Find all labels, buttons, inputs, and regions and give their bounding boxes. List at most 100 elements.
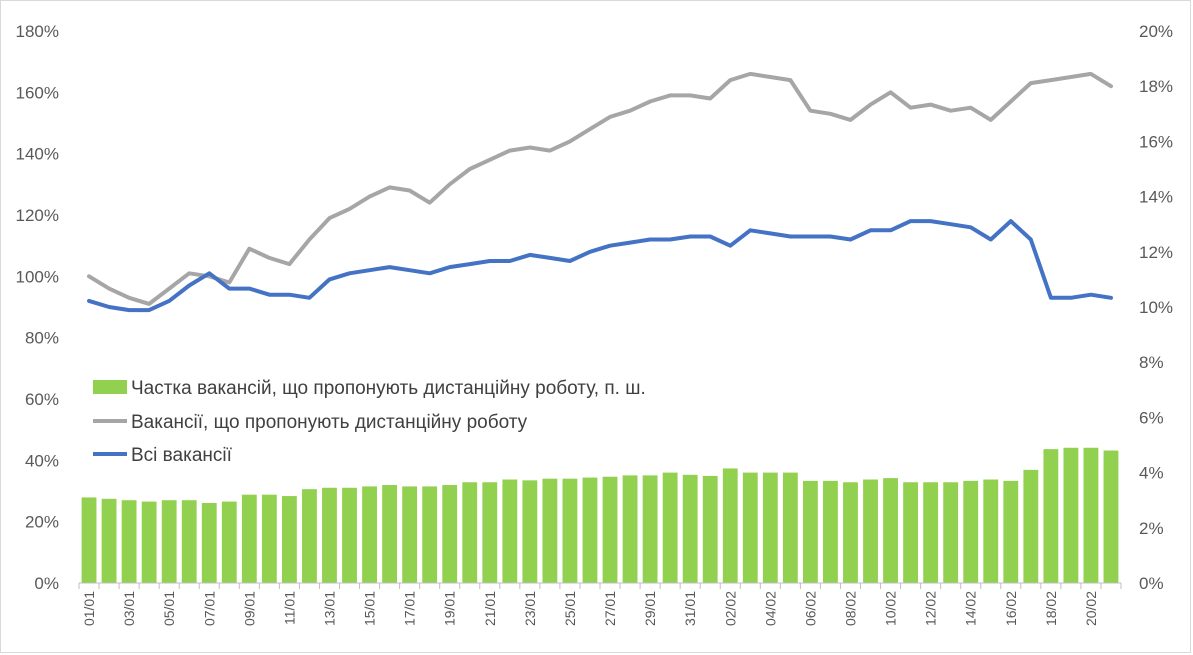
x-tick-label: 19/01 [442,591,458,626]
x-tick-label: 01/01 [81,591,97,626]
bar [281,496,297,583]
bar [462,482,478,583]
bar [101,498,117,583]
bar [662,472,678,583]
bar [702,475,718,583]
x-tick-label: 21/01 [482,591,498,626]
bar [502,479,518,583]
bar [121,500,137,583]
bar [602,476,618,583]
y-left-tick-label: 40% [25,451,59,470]
bar [161,500,177,583]
x-tick-label: 31/01 [682,591,698,626]
bar [782,472,798,583]
y-right-tick-label: 2% [1139,519,1164,538]
bar [1043,449,1059,583]
x-tick-label: 15/01 [362,591,378,626]
y-left-tick-label: 100% [16,267,59,286]
x-tick-label: 17/01 [402,591,418,626]
legend-swatch-bar [93,380,127,394]
x-tick-label: 02/02 [722,591,738,626]
x-tick-label: 29/01 [642,591,658,626]
bar [722,468,738,583]
bar [943,482,959,583]
bar [582,477,598,583]
y-right-tick-label: 14% [1139,188,1173,207]
bar [302,489,317,583]
bar [1003,480,1019,583]
x-tick-label: 27/01 [602,591,618,626]
y-right-tick-label: 20% [1139,22,1173,41]
x-tick-label: 03/01 [121,591,137,626]
y-left-tick-label: 0% [34,574,59,593]
bar [362,486,377,583]
x-tick-label: 08/02 [842,591,858,626]
bar [923,482,939,583]
y-left-tick-label: 80% [25,329,59,348]
y-left-tick-label: 180% [16,22,59,41]
series-line-remote-vacancies [87,71,1113,306]
x-tick-label: 06/02 [802,591,818,626]
x-tick-label: 20/02 [1083,591,1099,626]
legend-label: Частка вакансій, що пропонують дистанцій… [131,378,646,399]
legend-label: Вакансії, що пропонують дистанційну робо… [131,412,528,433]
y-left-tick-label: 140% [16,145,59,164]
bar [1083,447,1099,583]
bar [883,478,898,583]
bar [562,478,578,583]
bar [1063,447,1079,583]
y-right-tick-label: 12% [1139,243,1173,262]
y-right-tick-label: 0% [1139,574,1164,593]
series-line-all-vacancies [87,219,1113,313]
x-tick-label: 16/02 [1003,591,1019,626]
bar [682,474,698,583]
bar [322,487,337,583]
bar [482,482,498,583]
x-tick-label: 18/02 [1043,591,1059,626]
x-tick-label: 11/01 [281,591,297,625]
y-right-tick-label: 6% [1139,408,1164,427]
x-tick-label: 09/01 [241,591,257,626]
legend-label: Всі вакансії [131,445,233,466]
y-right-tick-label: 8% [1139,353,1164,372]
bar [802,480,818,583]
bar [201,502,217,583]
bar [261,494,277,583]
x-tick-label: 23/01 [522,591,538,626]
bar [141,501,157,583]
bar [442,485,458,583]
x-tick-label: 14/02 [963,591,979,626]
bar [1103,450,1119,583]
y-left-tick-label: 120% [16,206,59,225]
bar [863,479,878,583]
bar [241,494,257,583]
y-right-tick-label: 4% [1139,464,1164,483]
y-left-tick-label: 20% [25,513,59,532]
x-tick-label: 13/01 [321,591,337,626]
bar [342,487,357,583]
bar [221,501,237,583]
bar [742,472,758,583]
x-tick-label: 05/01 [161,591,177,626]
bar [823,480,838,583]
bar [903,482,919,583]
bar [1023,469,1039,583]
bar [181,500,197,583]
y-right-tick-label: 16% [1139,132,1173,151]
bar [542,478,558,583]
bar [402,486,418,583]
bar [622,475,638,583]
bar [642,475,658,583]
x-tick-label: 04/02 [762,591,778,626]
x-tick-label: 25/01 [562,591,578,626]
bar [522,480,538,583]
y-right-tick-label: 10% [1139,298,1173,317]
bar [422,486,438,583]
bar [762,472,778,583]
x-tick-label: 12/02 [923,591,939,626]
bar [81,497,97,583]
y-left-tick-label: 60% [25,390,59,409]
x-tick-label: 10/02 [883,591,899,626]
